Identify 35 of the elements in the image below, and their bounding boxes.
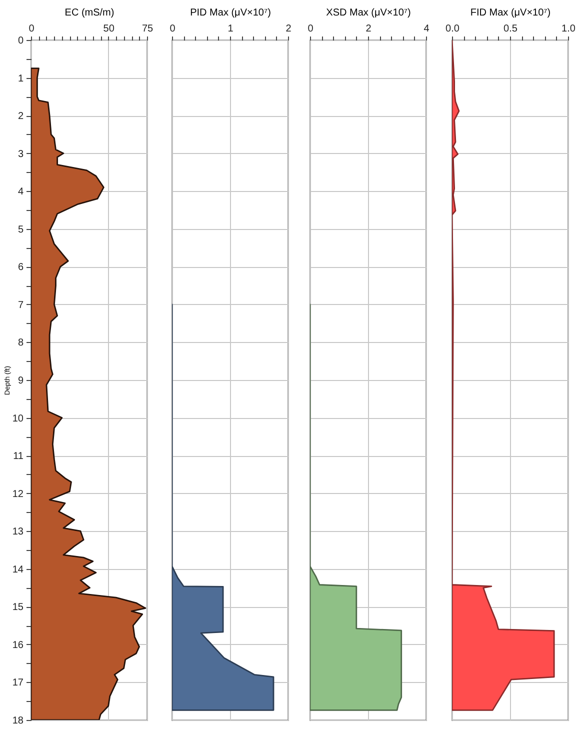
x-tick-label: 0.5 [504, 24, 518, 34]
y-tick-label: 14 [12, 564, 24, 576]
y-tick-label: 4 [18, 186, 24, 198]
y-tick-label: 18 [12, 716, 24, 726]
x-axis-title: FID Max (μV×10⁷) [470, 8, 551, 18]
x-tick-label: 4 [424, 24, 430, 34]
y-tick-label: 1 [18, 73, 24, 84]
x-tick-label: 0.0 [446, 24, 460, 34]
x-tick-label: 0 [28, 24, 35, 34]
x-tick-label: 1 [228, 24, 234, 34]
x-axis-title: PID Max (μV×10⁷) [190, 8, 271, 18]
x-tick-label: 0 [308, 24, 314, 34]
x-tick-label: 0 [170, 24, 176, 34]
y-tick-label: 10 [12, 413, 24, 424]
y-tick-label: 11 [13, 451, 24, 462]
x-axis-title: XSD Max (μV×10⁷) [326, 8, 411, 18]
x-tick-label: 1.0 [562, 24, 576, 34]
x-tick-label: 2 [286, 24, 292, 34]
y-tick-label: 12 [12, 488, 24, 500]
y-tick-label: 13 [12, 526, 24, 538]
y-tick-label: 6 [18, 262, 24, 274]
y-tick-label: 5 [18, 224, 24, 236]
y-tick-label: 9 [18, 376, 24, 386]
y-tick-label: 17 [12, 678, 24, 689]
y-tick-label: 7 [18, 300, 24, 311]
x-axis-title: EC (mS/m) [64, 8, 114, 18]
y-tick-label: 3 [18, 148, 24, 160]
x-tick-label: 75 [142, 24, 154, 34]
y-tick-label: 15 [12, 602, 24, 614]
x-tick-label: 50 [103, 24, 115, 34]
y-tick-label: 0 [18, 36, 24, 46]
y-tick-label: 2 [18, 111, 24, 122]
y-tick-label: 8 [18, 338, 24, 349]
y-tick-label: 16 [12, 640, 24, 651]
x-tick-label: 2 [366, 24, 372, 34]
